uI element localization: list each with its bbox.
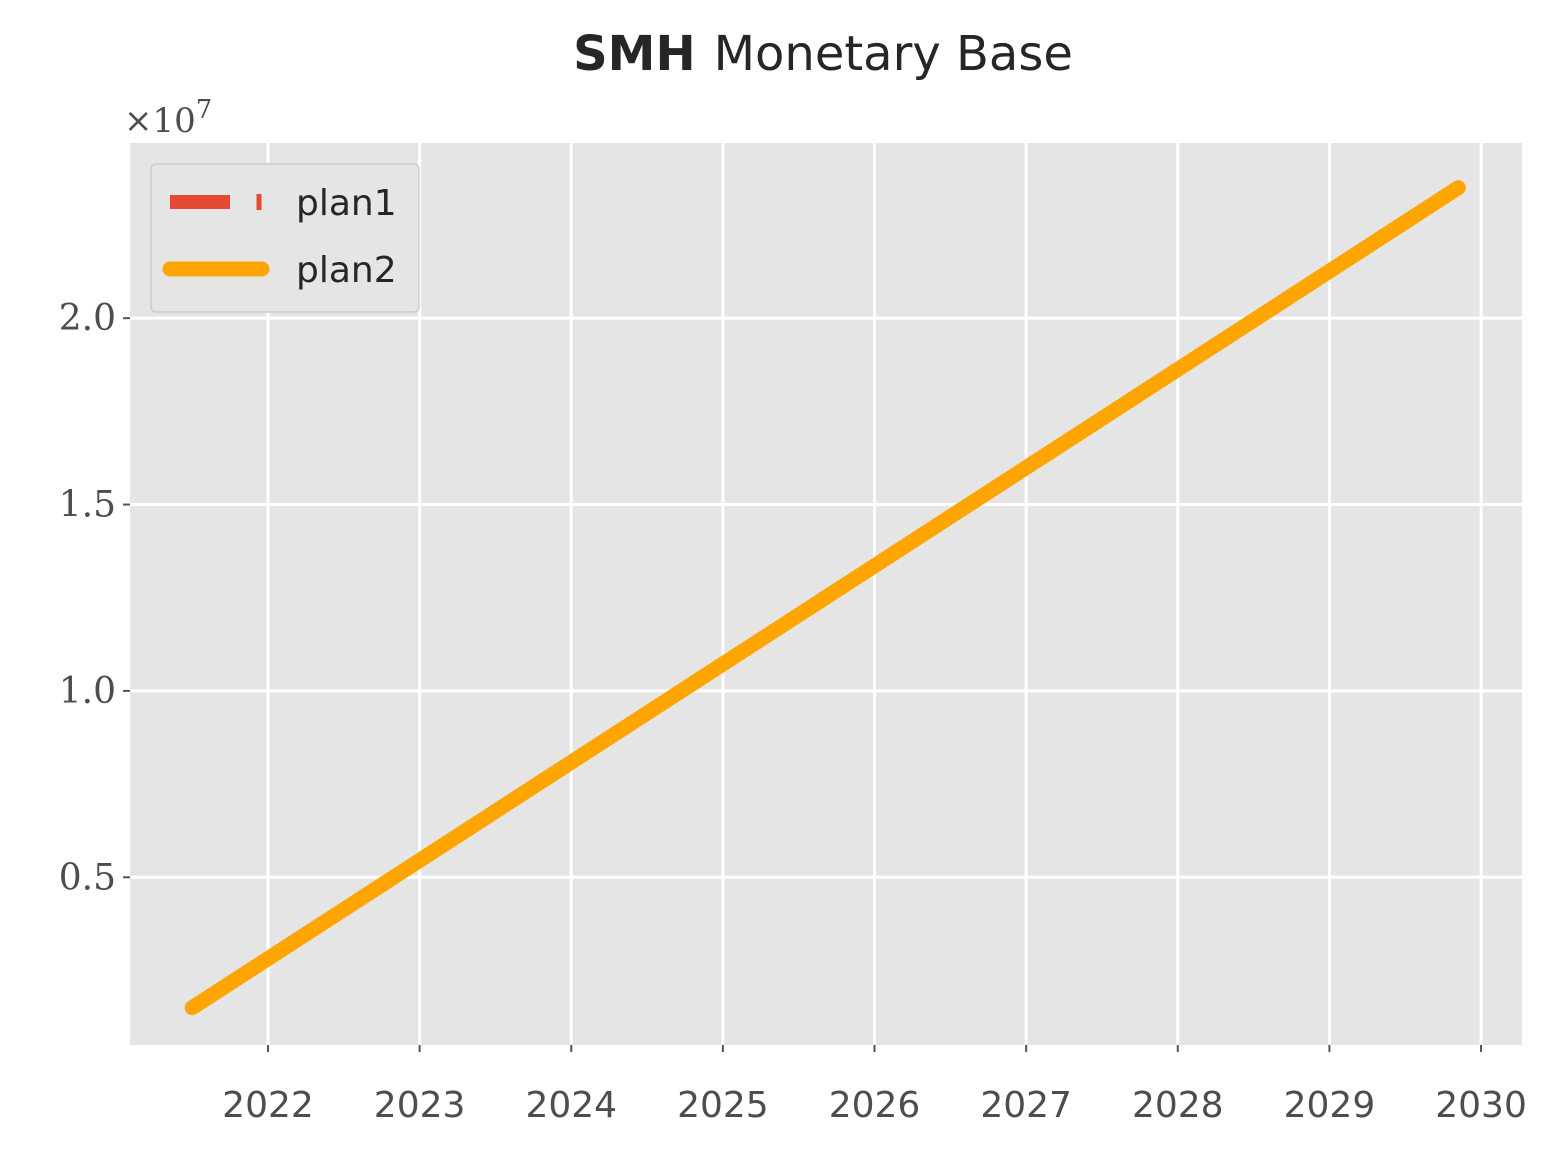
x-tick-label: 2022 <box>222 1085 314 1126</box>
chart-title-bold: SMH <box>573 26 696 82</box>
series-group <box>184 180 1466 1016</box>
legend-label-plan2: plan2 <box>296 250 397 291</box>
chart-title-rest: Monetary Base <box>714 26 1073 82</box>
x-tick-label: 2029 <box>1284 1085 1376 1126</box>
y-tick-label: 1.0 <box>59 671 116 712</box>
y-tick-label: 0.5 <box>59 857 116 898</box>
x-tick-label: 2025 <box>677 1085 769 1126</box>
y-offset-base: ×10 <box>124 101 196 141</box>
chart-title: SMH Monetary Base <box>573 26 1073 82</box>
x-tick-label: 2024 <box>525 1085 617 1126</box>
legend: plan1 plan2 <box>150 163 420 313</box>
y-tick-label: 2.0 <box>59 298 116 339</box>
grid-lines <box>130 143 1522 1045</box>
y-axis: 0.5 1.0 1.5 2.0 <box>59 298 130 898</box>
legend-label-plan1: plan1 <box>296 183 397 224</box>
y-offset-exponent: 7 <box>196 95 213 125</box>
y-tick-label: 1.5 <box>59 485 116 526</box>
x-tick-label: 2030 <box>1435 1085 1527 1126</box>
x-tick-label: 2026 <box>829 1085 921 1126</box>
y-offset-label: ×107 <box>124 95 212 141</box>
x-axis: 2022 2023 2024 2025 2026 2027 2028 2029 2030 <box>222 1045 1527 1126</box>
series-line-plan2 <box>184 180 1466 1016</box>
x-tick-label: 2023 <box>374 1085 466 1126</box>
x-tick-label: 2027 <box>980 1085 1072 1126</box>
x-tick-label: 2028 <box>1132 1085 1224 1126</box>
